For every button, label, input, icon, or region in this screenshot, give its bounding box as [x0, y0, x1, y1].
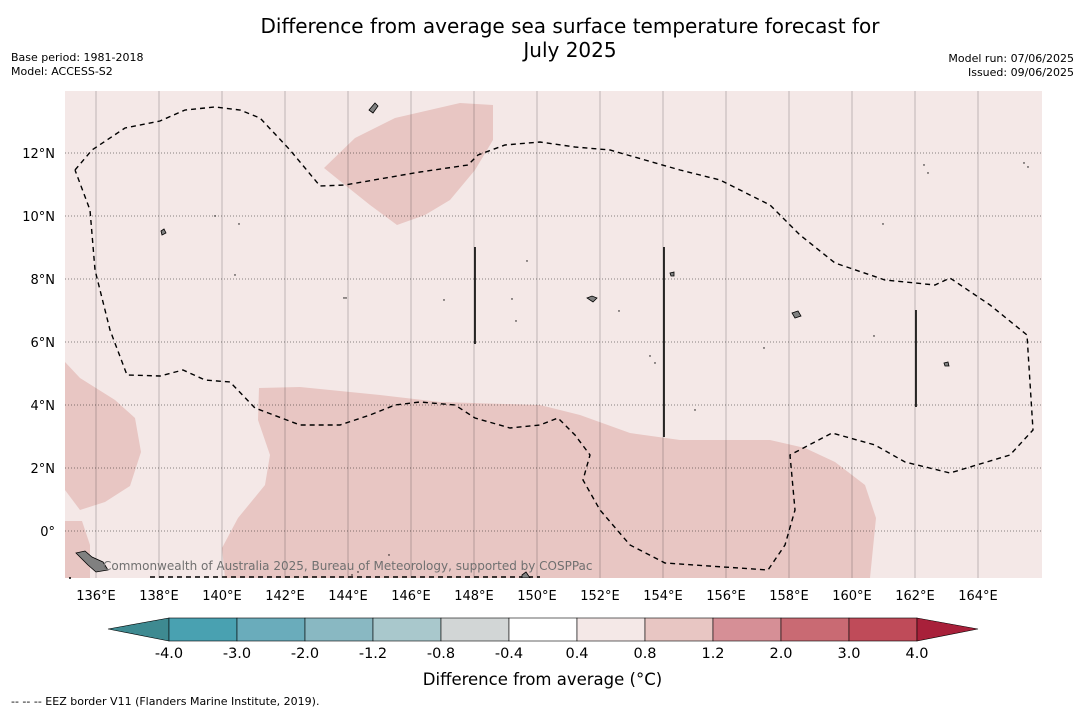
island-east	[791, 310, 802, 319]
island-south	[521, 571, 531, 578]
colorbar-tick-label: -1.2	[359, 646, 387, 662]
y-tick-label: 8°N	[31, 273, 56, 288]
x-tick-label: 158°E	[769, 589, 809, 604]
colorbar-tick-label: -2.0	[291, 646, 319, 662]
colorbar-cell	[576, 617, 646, 642]
model-run-text: Model run: 07/06/2025	[948, 52, 1074, 65]
colorbar-over-arrow	[916, 617, 979, 642]
colorbar-cell	[848, 617, 918, 642]
colorbar-cells	[168, 617, 918, 642]
island-southwest	[75, 550, 109, 573]
colorbar-cell	[168, 617, 238, 642]
warm-anomaly-north-patch	[324, 103, 493, 225]
x-tick-label: 140°E	[202, 589, 242, 604]
colorbar-cell	[712, 617, 782, 642]
x-tick-label: 154°E	[643, 589, 683, 604]
map-title: Difference from average sea surface temp…	[230, 14, 910, 62]
colorbar-cell	[304, 617, 374, 642]
colorbar-tick-label: 1.2	[701, 646, 724, 662]
colorbar-tick-label: -0.8	[427, 646, 455, 662]
colorbar-cell	[372, 617, 442, 642]
x-axis-ticks: 136°E 138°E 140°E 142°E 144°E 146°E 148°…	[76, 589, 998, 604]
title-line-2: July 2025	[523, 38, 617, 62]
island-northwest	[368, 102, 379, 114]
model-text: Model: ACCESS-S2	[11, 65, 113, 78]
eez-straight-segments	[474, 247, 917, 437]
x-tick-label: 148°E	[454, 589, 494, 604]
colorbar-tick-label: -3.0	[223, 646, 251, 662]
colorbar-cell	[440, 617, 510, 642]
x-tick-label: 164°E	[958, 589, 998, 604]
x-tick-label: 136°E	[76, 589, 116, 604]
warm-anomaly-equatorial-patch	[222, 387, 876, 578]
colorbar-tick-label: 2.0	[769, 646, 792, 662]
colorbar-tick-label: 0.4	[565, 646, 588, 662]
anomaly-layer	[65, 103, 876, 578]
atolls	[69, 162, 1029, 579]
attribution-text: Commonwealth of Australia 2025, Bureau o…	[103, 559, 593, 573]
base-period-text: Base period: 1981-2018	[11, 51, 144, 64]
warm-anomaly-west-patch	[65, 362, 141, 510]
graticule	[65, 91, 1042, 578]
x-tick-label: 150°E	[517, 589, 557, 604]
issue-info: Model run: 07/06/2025 Issued: 09/06/2025	[948, 52, 1074, 80]
colorbar-label: Difference from average (°C)	[422, 670, 663, 689]
eez-borders	[74, 106, 1034, 578]
x-tick-label: 156°E	[706, 589, 746, 604]
title-line-1: Difference from average sea surface temp…	[260, 14, 880, 38]
y-tick-label: 0°	[40, 525, 55, 540]
x-tick-label: 138°E	[139, 589, 179, 604]
y-tick-label: 12°N	[22, 147, 55, 162]
x-tick-label: 146°E	[391, 589, 431, 604]
colorbar-under-arrow	[107, 617, 170, 642]
islands	[75, 102, 950, 578]
colorbar-ticks: -4.0 -3.0 -2.0 -1.2 -0.8 -0.4 0.4 0.8 1.2 2.0 3.0 4…	[155, 646, 929, 662]
eez-legend-footnote: -- -- -- EEZ border V11 (Flanders Marine…	[11, 695, 320, 708]
y-tick-label: 4°N	[31, 399, 56, 414]
colorbar-tick-label: 0.8	[633, 646, 656, 662]
x-tick-label: 144°E	[328, 589, 368, 604]
x-tick-label: 160°E	[832, 589, 872, 604]
y-tick-label: 2°N	[31, 462, 56, 477]
x-tick-label: 162°E	[895, 589, 935, 604]
y-tick-label: 6°N	[31, 336, 56, 351]
island-mid-west	[160, 228, 167, 236]
colorbar-tick-label: 4.0	[905, 646, 928, 662]
warm-anomaly-southwest-patch	[65, 521, 90, 578]
x-tick-label: 142°E	[265, 589, 305, 604]
colorbar-tick-label: -4.0	[155, 646, 183, 662]
colorbar-tick-label: 3.0	[837, 646, 860, 662]
colorbar-cell	[780, 617, 850, 642]
colorbar-cell	[644, 617, 714, 642]
eez-border-north	[74, 106, 1034, 571]
colorbar: -4.0 -3.0 -2.0 -1.2 -0.8 -0.4 0.4 0.8 1.2 2.0 3.0 4…	[107, 617, 979, 662]
issued-text: Issued: 09/06/2025	[967, 66, 1074, 79]
x-tick-label: 152°E	[580, 589, 620, 604]
colorbar-tick-label: -0.4	[495, 646, 523, 662]
island-central	[586, 295, 598, 303]
island-far-east	[943, 361, 950, 367]
colorbar-cell	[508, 617, 578, 642]
island-north-east	[669, 271, 675, 277]
colorbar-cell	[236, 617, 306, 642]
y-tick-label: 10°N	[22, 210, 55, 225]
model-info: Base period: 1981-2018 Model: ACCESS-S2	[11, 51, 143, 79]
y-axis-ticks: 12°N 10°N 8°N 6°N 4°N 2°N 0°	[22, 147, 55, 540]
